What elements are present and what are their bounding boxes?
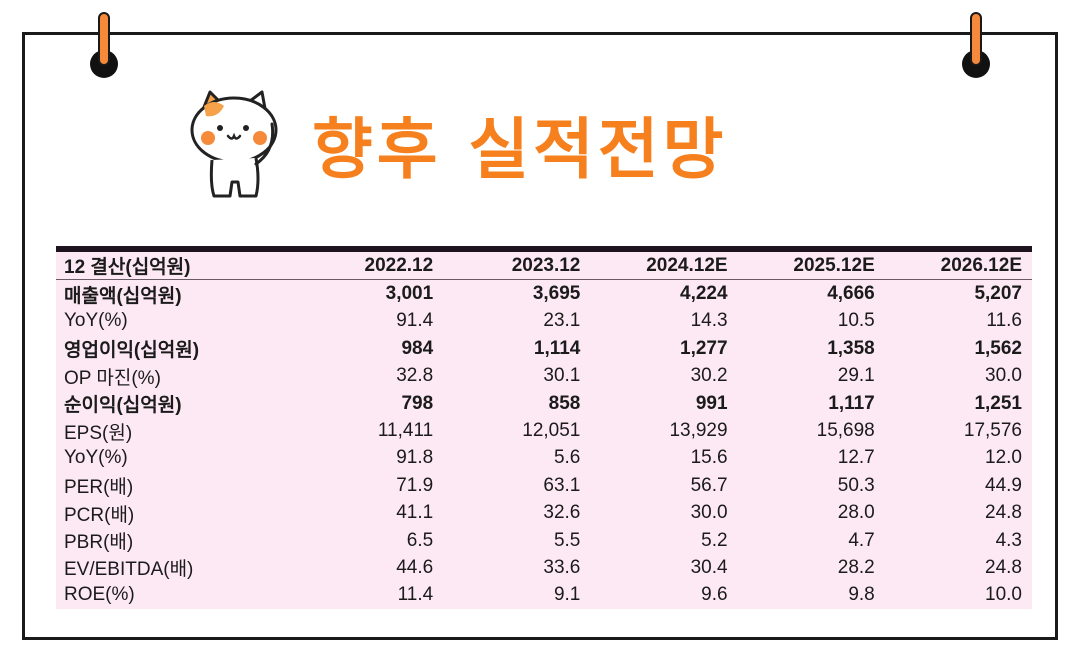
table-header-row: 12 결산(십억원) 2022.12 2023.12 2024.12E 2025… [56, 252, 1032, 281]
table-cell: 6.5 [406, 529, 434, 551]
table-cell: 29.1 [837, 365, 875, 387]
table-cell: 50.3 [837, 474, 875, 496]
table-cell: 28.0 [837, 502, 875, 524]
table-row: 매출액(십억원) 3,001 3,695 4,224 4,666 5,207 [56, 280, 1032, 308]
table-cell: 1,277 [680, 337, 728, 359]
row-label: EPS(원) [64, 422, 133, 444]
table-cell: 14.3 [690, 310, 728, 332]
table-cell: 91.4 [396, 310, 434, 332]
table-cell: 858 [548, 392, 581, 414]
table-cell: 5.2 [701, 529, 728, 551]
row-label: EV/EBITDA(배) [64, 559, 194, 581]
table-cell: 15,698 [816, 420, 875, 442]
table-cell: 24.8 [985, 556, 1022, 578]
table-cell: 798 [401, 392, 434, 414]
table-cell: 63.1 [543, 474, 581, 496]
table-cell: 12.0 [985, 447, 1022, 469]
table-cell: 30.1 [543, 365, 581, 387]
column-header-year: 2025.12E [737, 252, 885, 281]
table-cell: 1,562 [974, 337, 1022, 359]
table-cell: 991 [695, 392, 728, 414]
table-cell: 3,695 [532, 283, 581, 305]
table-cell: 91.8 [396, 447, 434, 469]
table-cell: 11,411 [377, 420, 434, 442]
table-cell: 3,001 [385, 283, 434, 305]
forecast-table: 12 결산(십억원) 2022.12 2023.12 2024.12E 2025… [56, 252, 1032, 609]
table-cell: 4.3 [995, 529, 1022, 551]
table-row: 순이익(십억원) 798 858 991 1,117 1,251 [56, 390, 1032, 417]
table-cell: 12,051 [522, 420, 581, 442]
table-cell: 9.8 [848, 584, 875, 606]
table-cell: 984 [401, 337, 434, 359]
right-pin [970, 12, 982, 66]
table-cell: 10.5 [837, 310, 875, 332]
table-cell: 5.6 [553, 447, 581, 469]
row-label: PCR(배) [64, 504, 135, 526]
table-cell: 1,114 [533, 337, 581, 359]
table-cell: 30.4 [690, 556, 728, 578]
row-label: 매출액(십억원) [64, 285, 182, 307]
table-row: OP 마진(%) 32.8 30.1 30.2 29.1 30.0 [56, 363, 1032, 390]
table-cell: 5.5 [553, 529, 581, 551]
table-cell: 33.6 [543, 556, 581, 578]
table-cell: 4.7 [848, 529, 875, 551]
table-cell: 30.2 [690, 365, 728, 387]
table-cell: 32.6 [543, 502, 581, 524]
row-label: PBR(배) [64, 532, 134, 554]
table-row: EPS(원) 11,411 12,051 13,929 15,698 17,57… [56, 417, 1032, 444]
column-header-year: 2023.12 [443, 252, 591, 281]
earnings-forecast-table: 12 결산(십억원) 2022.12 2023.12 2024.12E 2025… [56, 246, 1032, 610]
table-cell: 23.1 [543, 310, 581, 332]
row-label: YoY(%) [64, 447, 128, 469]
page-title: 향후 실적전망 [312, 111, 728, 188]
table-cell: 9.6 [701, 584, 728, 606]
column-header-year: 2024.12E [590, 252, 738, 281]
row-label: ROE(%) [64, 584, 135, 606]
table-cell: 15.6 [690, 447, 728, 469]
row-label: 순이익(십억원) [64, 395, 182, 417]
column-header-year: 2022.12 [296, 252, 444, 281]
table-row: PCR(배) 41.1 32.6 30.0 28.0 24.8 [56, 500, 1032, 527]
column-header-metric: 12 결산(십억원) [56, 252, 296, 281]
table-row: YoY(%) 91.4 23.1 14.3 10.5 11.6 [56, 308, 1032, 335]
row-label: OP 마진(%) [64, 367, 161, 389]
table-cell: 41.1 [396, 502, 434, 524]
row-label: 영업이익(십억원) [64, 340, 200, 362]
table-cell: 11.4 [397, 584, 434, 606]
table-cell: 28.2 [837, 556, 875, 578]
table-row: YoY(%) 91.8 5.6 15.6 12.7 12.0 [56, 445, 1032, 472]
cat-mascot-icon [190, 90, 278, 198]
table-cell: 30.0 [690, 502, 728, 524]
table-cell: 5,207 [974, 283, 1022, 305]
table-top-rule [56, 246, 1032, 252]
table-cell: 24.8 [985, 502, 1022, 524]
table-cell: 11.6 [986, 310, 1022, 332]
table-cell: 32.8 [396, 365, 434, 387]
row-label: YoY(%) [64, 310, 128, 332]
table-row: EV/EBITDA(배) 44.6 33.6 30.4 28.2 24.8 [56, 554, 1032, 581]
table-cell: 44.9 [985, 474, 1022, 496]
table-cell: 13,929 [669, 420, 728, 442]
table-cell: 1,358 [827, 337, 875, 359]
table-cell: 4,224 [680, 283, 728, 305]
table-cell: 9.1 [553, 584, 581, 606]
left-pin [98, 12, 110, 66]
table-cell: 1,117 [828, 392, 875, 414]
table-cell: 44.6 [396, 556, 434, 578]
table-cell: 17,576 [963, 420, 1022, 442]
table-row: 영업이익(십억원) 984 1,114 1,277 1,358 1,562 [56, 335, 1032, 362]
table-cell: 71.9 [396, 474, 434, 496]
table-cell: 12.7 [837, 447, 875, 469]
table-cell: 1,251 [974, 392, 1022, 414]
row-label: PER(배) [64, 477, 134, 499]
table-cell: 4,666 [827, 283, 875, 305]
table-row: PER(배) 71.9 63.1 56.7 50.3 44.9 [56, 472, 1032, 499]
table-row: ROE(%) 11.4 9.1 9.6 9.8 10.0 [56, 582, 1032, 609]
table-cell: 56.7 [690, 474, 728, 496]
table-row: PBR(배) 6.5 5.5 5.2 4.7 4.3 [56, 527, 1032, 554]
table-cell: 30.0 [985, 365, 1022, 387]
table-cell: 10.0 [985, 584, 1022, 606]
column-header-year: 2026.12E [884, 252, 1032, 281]
